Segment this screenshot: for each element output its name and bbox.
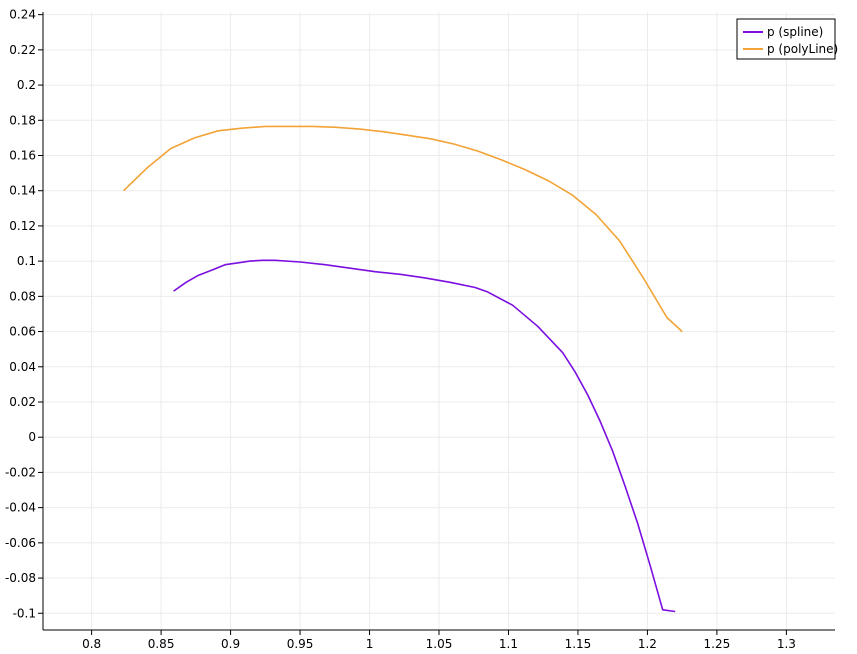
y-tick-label: 0 [28,430,36,444]
y-tick-label: 0.08 [9,289,36,303]
y-tick-label: -0.02 [5,465,36,479]
x-tick-label: 0.95 [287,637,314,651]
y-tick-label: 0.06 [9,325,36,339]
y-tick-label: -0.1 [13,606,36,620]
y-tick-label: 0.18 [9,113,36,127]
x-tick-label: 0.9 [221,637,240,651]
y-tick-label: 0.14 [9,184,36,198]
y-tick-label: 0.2 [17,78,36,92]
series-lines [123,125,683,613]
y-tick-label: -0.08 [5,571,36,585]
y-tick-label: 0.1 [17,254,36,268]
y-tick-label: 0.16 [9,148,36,162]
y-tick-label: 0.22 [9,43,36,57]
x-tick-label: 0.85 [148,637,175,651]
y-tick-label: -0.06 [5,536,36,550]
y-tick-label: 0.04 [9,360,36,374]
legend-label-polyline: p (polyLine) [767,42,838,56]
x-tick-label: 1.2 [638,637,657,651]
y-tick-label: 0.24 [9,8,36,22]
x-tick-label: 1.3 [777,637,796,651]
y-tick-label: 0.12 [9,219,36,233]
y-tick-label: -0.04 [5,501,36,515]
series-line-polyline [123,125,683,333]
x-tick-label: 1 [366,637,374,651]
legend-box [736,18,836,60]
grid-lines [43,12,835,630]
x-tick-label: 1.05 [426,637,453,651]
x-tick-label: 1.25 [704,637,731,651]
series-line-spline [173,259,676,613]
axes [38,12,835,635]
x-tick-label: 0.8 [82,637,101,651]
x-tick-label: 1.1 [499,637,518,651]
legend-label-spline: p (spline) [767,25,823,39]
x-tick-label: 1.15 [565,637,592,651]
legend: p (spline) p (polyLine) [736,18,838,60]
y-tick-label: 0.02 [9,395,36,409]
tick-labels: 0.8 0.85 0.9 0.95 1 1.05 1.1 1.15 1.2 1.25 1.3 0.24… [5,8,796,651]
